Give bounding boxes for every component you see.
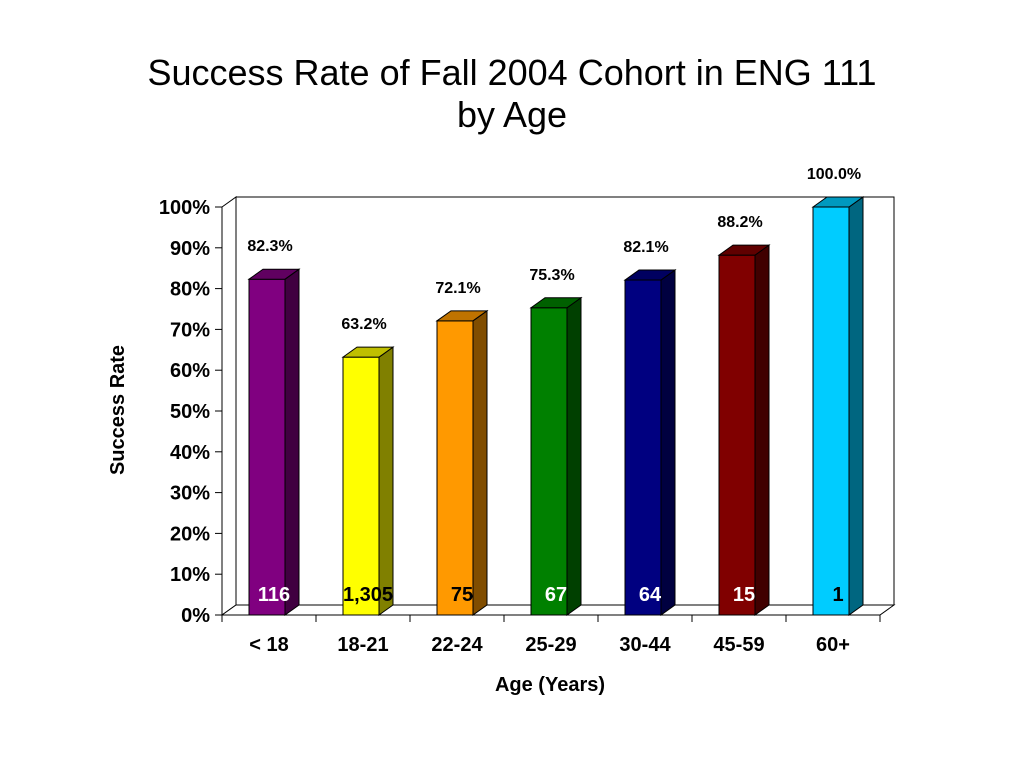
y-tick-label: 40% <box>170 442 210 464</box>
x-axis: < 18 18-21 22-24 25-29 30-44 45-59 60+ <box>221 614 881 656</box>
bar-front <box>812 206 850 616</box>
bar-side <box>754 244 770 616</box>
bars: 82.3% 116 63.2% 1,305 72.1% 75 75.3% 67 82.1% 64 8… <box>247 166 865 616</box>
bar-value-label: 82.3% <box>247 238 292 255</box>
x-tick-label: 60+ <box>816 634 850 656</box>
bar-value-label: 75.3% <box>529 267 574 284</box>
y-tick-label: 20% <box>170 523 210 545</box>
bar-value-label: 100.0% <box>807 166 861 183</box>
bar-top <box>247 268 301 280</box>
y-tick-label: 100% <box>159 197 210 219</box>
bar-top <box>717 244 771 256</box>
x-tick-label: 30-44 <box>619 634 671 656</box>
bar-front <box>624 279 662 616</box>
x-tick-label: 25-29 <box>525 634 576 656</box>
bar-top <box>811 196 865 208</box>
bar-top <box>341 346 395 358</box>
y-tick-label: 80% <box>170 279 210 301</box>
bar-front <box>248 278 286 616</box>
y-tick-label: 70% <box>170 319 210 341</box>
bar-value-label: 63.2% <box>341 316 386 333</box>
bar-value-label: 82.1% <box>623 239 668 256</box>
bar <box>811 196 865 616</box>
y-axis-title: Success Rate <box>107 345 129 475</box>
plot-back-wall <box>236 196 895 605</box>
chart-title-line-1: Success Rate of Fall 2004 Cohort in ENG … <box>147 52 877 93</box>
bar-front <box>342 356 380 616</box>
bar-front <box>530 307 568 616</box>
bar-top <box>529 297 583 309</box>
y-tick-label: 90% <box>170 238 210 260</box>
bar-side <box>566 296 582 616</box>
bar <box>717 244 771 616</box>
bar-front <box>436 320 474 616</box>
bar-count-label: 75 <box>451 584 473 606</box>
bar-count-label: 1,305 <box>343 584 393 606</box>
chart-title: Success Rate of Fall 2004 Cohort in ENG … <box>0 52 1024 136</box>
bar <box>435 309 489 616</box>
bar-side <box>378 346 394 616</box>
bar-side <box>848 196 864 616</box>
x-tick-label: 22-24 <box>431 634 483 656</box>
bar <box>529 296 583 616</box>
bar-count-label: 15 <box>733 584 755 606</box>
y-tick-label: 60% <box>170 360 210 382</box>
x-tick-label: 18-21 <box>337 634 388 656</box>
bar-count-label: 1 <box>832 584 843 606</box>
bar <box>623 269 677 616</box>
bar-value-label: 88.2% <box>717 214 762 231</box>
y-tick-label: 50% <box>170 401 210 423</box>
plot-left-wall <box>221 196 237 616</box>
y-tick-label: 10% <box>170 564 210 586</box>
x-tick-label: 45-59 <box>713 634 764 656</box>
bar-value-label: 72.1% <box>435 280 480 297</box>
y-tick-label: 30% <box>170 483 210 505</box>
bar-top <box>435 310 489 322</box>
bar-side <box>284 268 300 616</box>
bar-side <box>472 309 488 616</box>
bar-top <box>623 269 677 281</box>
bar-count-label: 64 <box>639 584 662 606</box>
bar-count-label: 67 <box>545 584 567 606</box>
y-tick-label: 0% <box>181 605 210 627</box>
x-axis-title: Age (Years) <box>495 674 605 696</box>
bar <box>247 268 301 616</box>
bar-front <box>718 254 756 616</box>
chart-title-line-2: by Age <box>456 94 568 135</box>
bar <box>341 346 395 616</box>
bar-count-label: 116 <box>258 584 290 606</box>
bar-side <box>660 269 676 616</box>
y-axis: 0% 10% 20% 30% 40% 50% 60% 70% 80% 90% 100% <box>159 197 223 627</box>
x-tick-label: < 18 <box>249 634 288 656</box>
